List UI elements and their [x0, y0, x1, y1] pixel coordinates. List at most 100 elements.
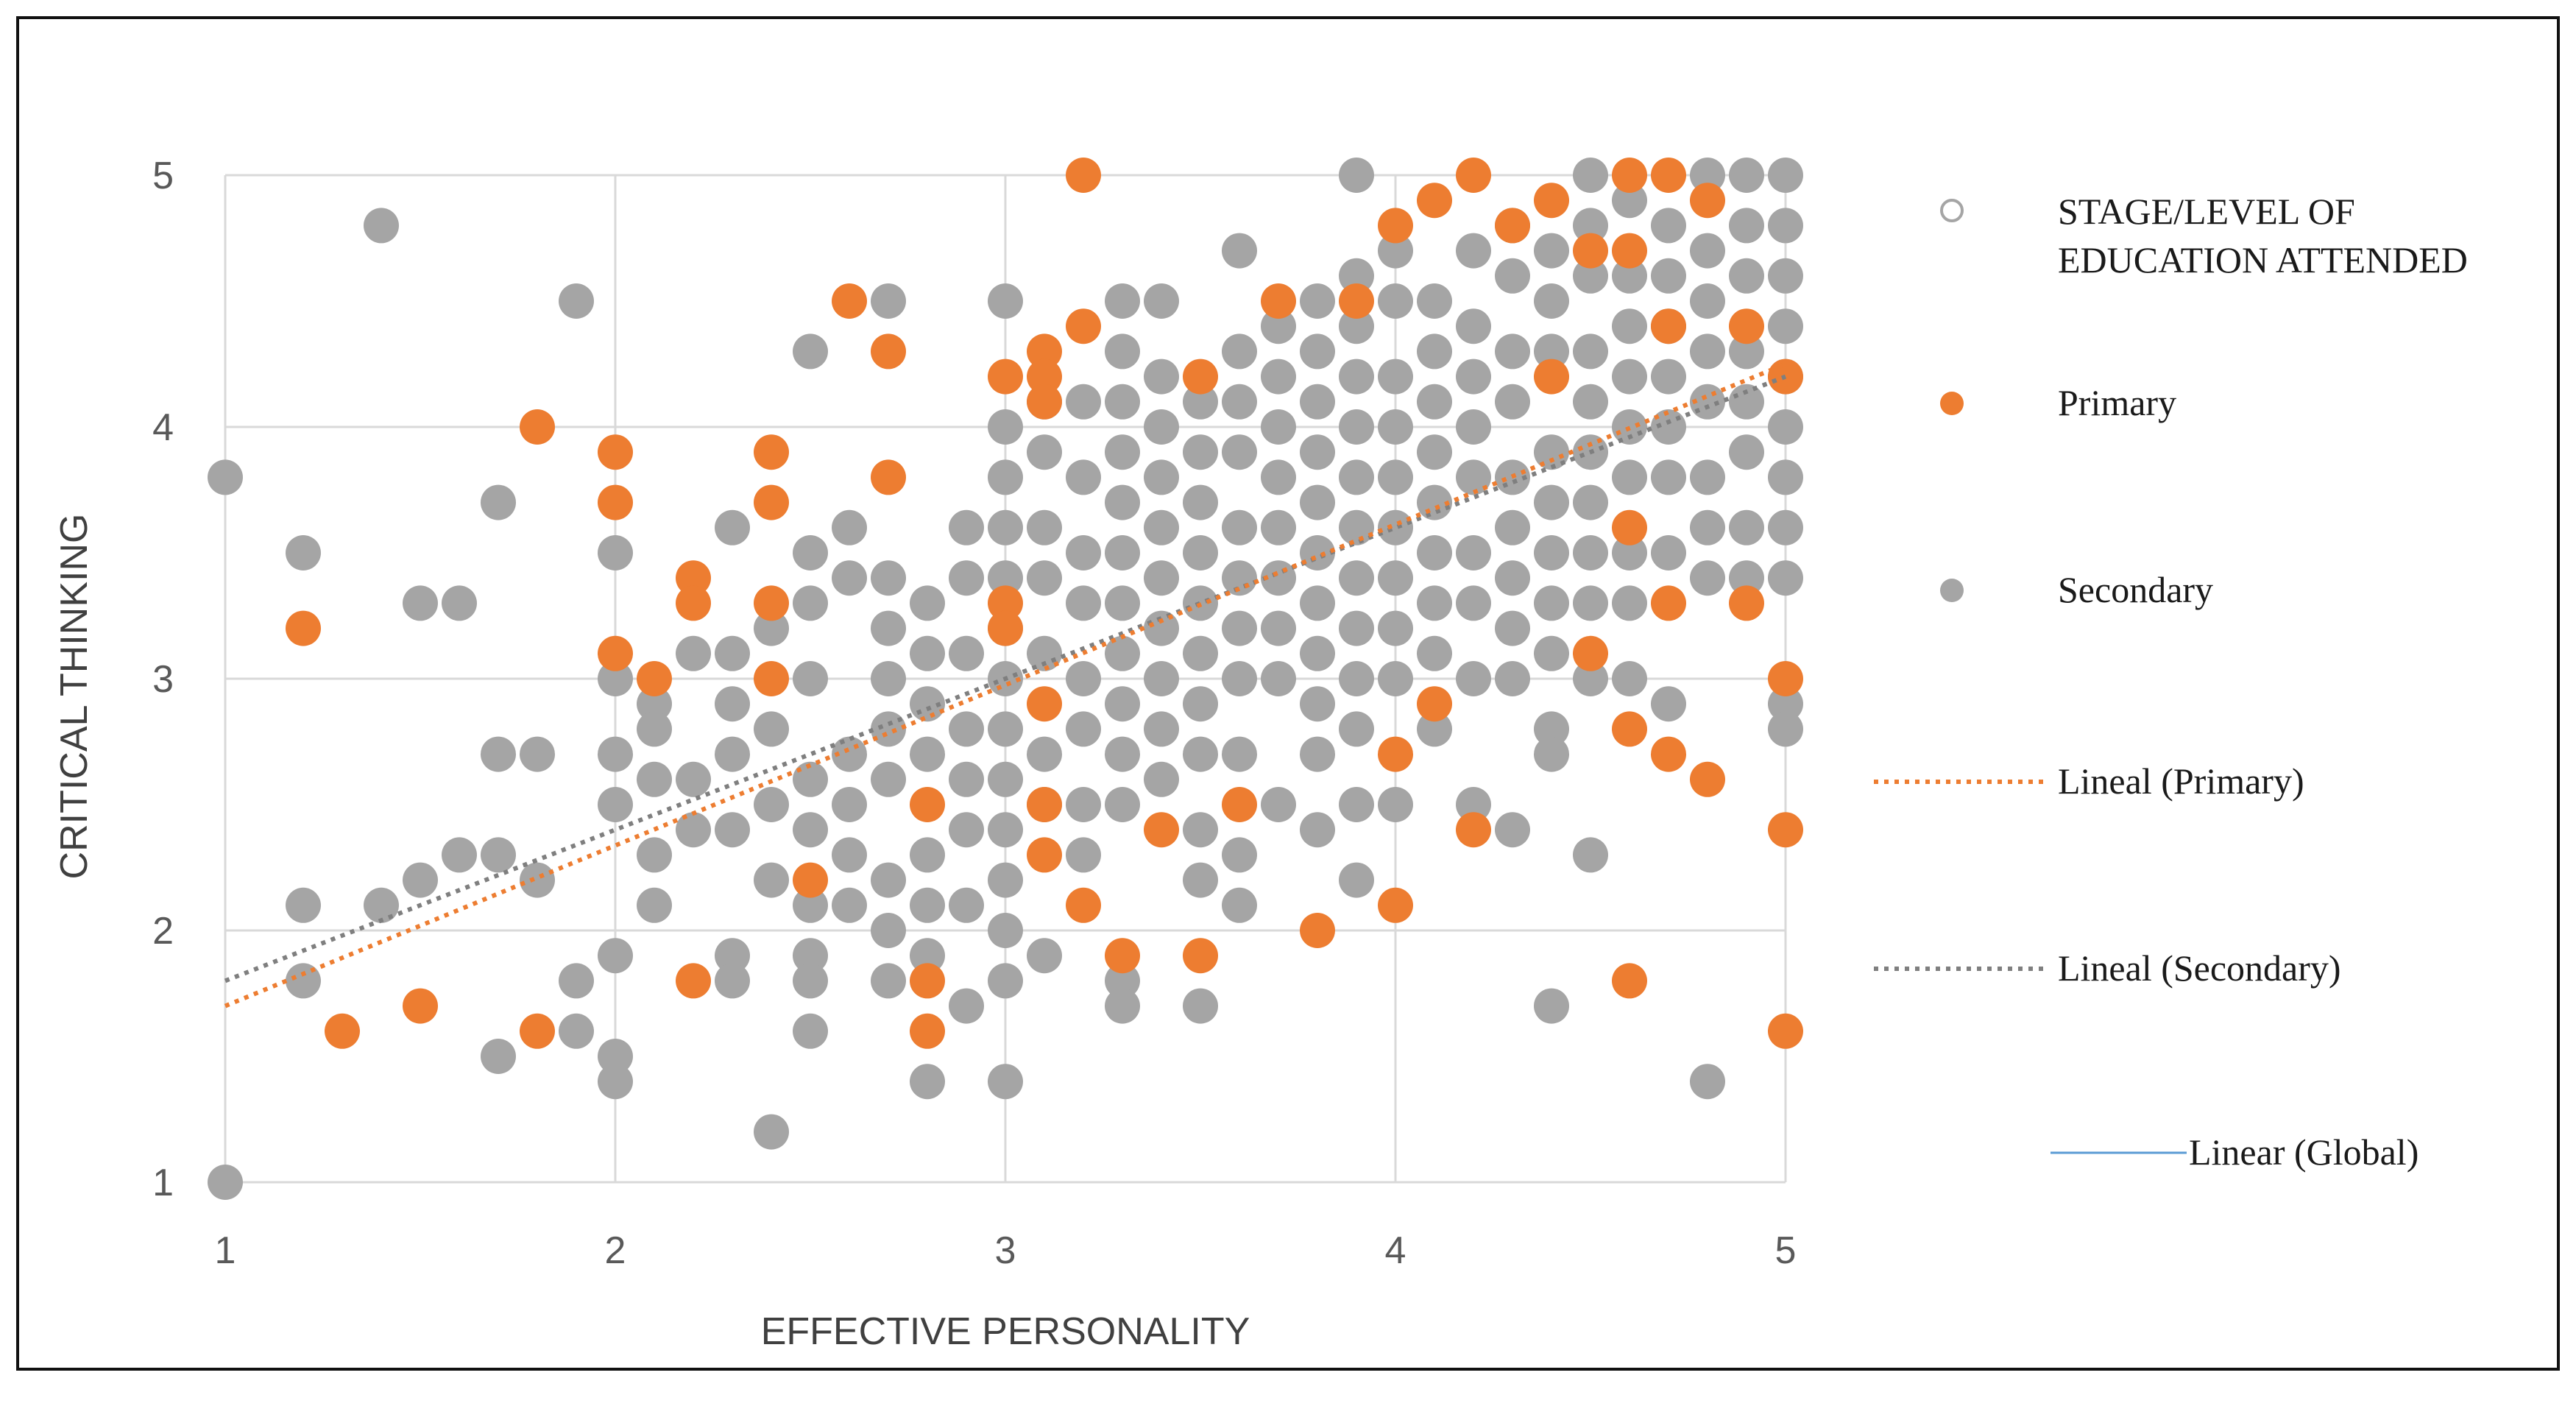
primary-point — [1027, 333, 1062, 370]
secondary-point — [1144, 509, 1179, 545]
secondary-point — [637, 761, 672, 797]
secondary-point — [1066, 787, 1101, 822]
secondary-point — [1105, 963, 1140, 999]
primary-point — [754, 484, 789, 520]
secondary-point — [910, 736, 945, 772]
primary-point — [910, 963, 945, 999]
secondary-point — [1768, 560, 1803, 596]
secondary-point — [1300, 812, 1335, 848]
secondary-point — [1456, 585, 1491, 621]
primary-point — [403, 988, 438, 1024]
secondary-point — [1222, 661, 1257, 696]
secondary-point — [1339, 560, 1374, 596]
secondary-point — [1183, 686, 1218, 722]
secondary-point — [715, 812, 750, 848]
secondary-point — [1066, 661, 1101, 696]
secondary-point — [1339, 258, 1374, 294]
secondary-point — [208, 459, 243, 495]
secondary-point — [1027, 509, 1062, 545]
primary-point — [520, 409, 555, 445]
secondary-point — [1378, 661, 1413, 696]
primary-point — [1612, 158, 1647, 193]
secondary-point — [364, 887, 399, 923]
secondary-point — [1222, 736, 1257, 772]
primary-point — [1417, 183, 1452, 219]
secondary-point — [637, 711, 672, 747]
secondary-point — [1222, 384, 1257, 420]
secondary-point — [1612, 661, 1647, 696]
secondary-point — [1105, 384, 1140, 420]
secondary-point — [715, 963, 750, 999]
secondary-point — [1612, 308, 1647, 345]
secondary-point — [598, 1064, 633, 1100]
secondary-point — [1534, 283, 1569, 319]
scatter-chart: 1 2 3 4 5 1 2 3 4 5 EFFECTIVE PERSONALITY CRITICA… — [53, 155, 2468, 1353]
primary-point — [325, 1013, 360, 1049]
secondary-point — [910, 635, 945, 671]
secondary-point — [1495, 509, 1530, 545]
secondary-point — [949, 635, 984, 671]
secondary-point — [1534, 988, 1569, 1024]
secondary-point — [793, 887, 828, 923]
secondary-point — [754, 862, 789, 898]
secondary-point — [1573, 535, 1608, 570]
primary-point — [1417, 686, 1452, 722]
secondary-point — [1534, 484, 1569, 520]
primary-point — [1066, 158, 1101, 193]
primary-point — [1612, 233, 1647, 269]
secondary-point — [637, 686, 672, 722]
primary-point — [1027, 358, 1062, 395]
secondary-point — [1144, 358, 1179, 395]
secondary-point — [1378, 233, 1413, 269]
y-axis-title: CRITICAL THINKING — [53, 514, 96, 880]
secondary-point — [1651, 258, 1686, 294]
primary-point — [1222, 787, 1257, 822]
primary-point — [1456, 812, 1491, 848]
secondary-point — [988, 913, 1023, 948]
secondary-point — [1183, 535, 1218, 570]
primary-point — [1066, 308, 1101, 345]
secondary-point — [871, 913, 906, 948]
secondary-point — [598, 535, 633, 570]
secondary-point — [1729, 434, 1764, 470]
secondary-point — [1573, 333, 1608, 370]
secondary-point — [286, 535, 321, 570]
secondary-point — [1261, 358, 1296, 395]
secondary-point — [1027, 938, 1062, 974]
secondary-point — [1378, 787, 1413, 822]
secondary-point — [1105, 434, 1140, 470]
primary-point — [871, 333, 906, 370]
secondary-point — [286, 887, 321, 923]
primary-point — [754, 661, 789, 696]
primary-point — [988, 585, 1023, 621]
secondary-point — [1066, 459, 1101, 495]
secondary-point — [1300, 585, 1335, 621]
secondary-point — [1573, 484, 1608, 520]
primary-point — [520, 1013, 555, 1049]
secondary-point — [1339, 862, 1374, 898]
secondary-point — [1456, 358, 1491, 395]
secondary-point — [1573, 158, 1608, 193]
secondary-point — [598, 938, 633, 974]
secondary-point — [1222, 509, 1257, 545]
secondary-point — [871, 560, 906, 596]
secondary-point — [1183, 384, 1218, 420]
secondary-point — [871, 711, 906, 747]
primary-point — [1651, 158, 1686, 193]
secondary-point — [832, 560, 867, 596]
primary-point — [1768, 1013, 1803, 1049]
trendline-primary — [224, 361, 1787, 1008]
legend-lineal-secondary-label: Lineal (Secondary) — [2058, 947, 2341, 989]
secondary-point — [793, 812, 828, 848]
secondary-point — [1027, 736, 1062, 772]
secondary-point — [1651, 409, 1686, 445]
secondary-point — [1378, 358, 1413, 395]
secondary-point — [208, 1165, 243, 1200]
secondary-point — [1222, 434, 1257, 470]
secondary-point — [1027, 560, 1062, 596]
secondary-point — [1768, 208, 1803, 244]
secondary-point — [832, 887, 867, 923]
secondary-point — [1183, 988, 1218, 1024]
primary-point — [1690, 183, 1725, 219]
secondary-point — [1105, 635, 1140, 671]
